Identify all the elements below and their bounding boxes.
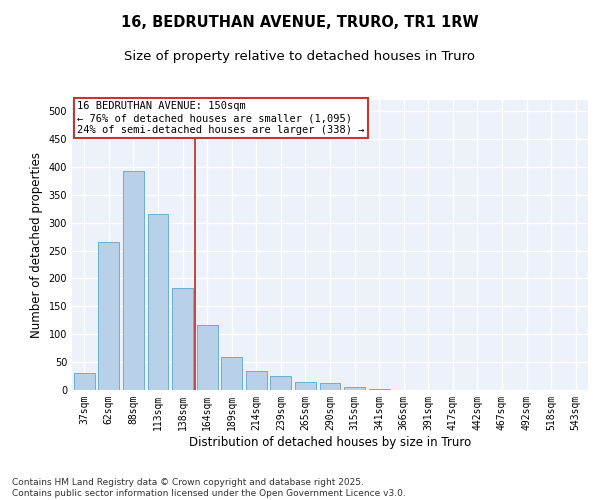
Bar (123, 171, 144, 390)
Text: 16 BEDRUTHAN AVENUE: 150sqm
← 76% of detached houses are smaller (1,095)
24% of : 16 BEDRUTHAN AVENUE: 150sqm ← 76% of det… (77, 102, 365, 134)
Bar (98, 242, 119, 390)
Text: Contains HM Land Registry data © Crown copyright and database right 2025.
Contai: Contains HM Land Registry data © Crown c… (12, 478, 406, 498)
Bar (295, 382, 316, 390)
Y-axis label: Number of detached properties: Number of detached properties (30, 152, 43, 338)
Bar (197, 325, 218, 390)
Text: Size of property relative to detached houses in Truro: Size of property relative to detached ho… (125, 50, 476, 63)
X-axis label: Distribution of detached houses by size in Truro: Distribution of detached houses by size … (189, 436, 471, 448)
Bar (172, 288, 193, 390)
Bar (344, 387, 365, 390)
Bar (221, 357, 242, 390)
Bar (320, 383, 340, 390)
Bar (148, 214, 169, 390)
Bar (74, 374, 95, 390)
Text: 16, BEDRUTHAN AVENUE, TRURO, TR1 1RW: 16, BEDRUTHAN AVENUE, TRURO, TR1 1RW (121, 15, 479, 30)
Bar (246, 371, 267, 390)
Bar (271, 376, 292, 390)
